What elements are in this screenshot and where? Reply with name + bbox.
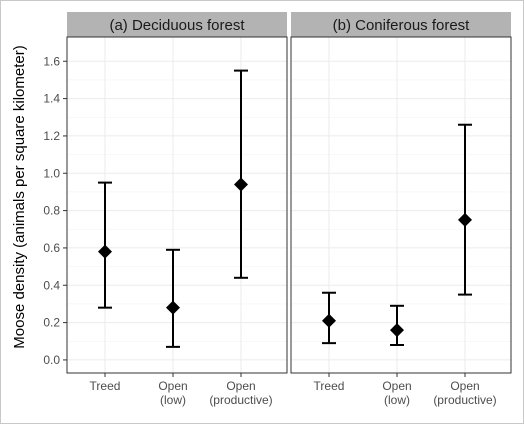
- x-tick-label: Open: [450, 379, 479, 393]
- x-tick-label: Treed: [314, 379, 345, 393]
- y-tick-label: 1.0: [43, 166, 60, 180]
- estimate-point: [458, 212, 472, 227]
- panel-border: [66, 36, 288, 374]
- estimate-point: [166, 300, 180, 315]
- x-tick-label: (productive): [433, 393, 496, 407]
- estimate-point: [98, 244, 112, 259]
- panel-background: [66, 36, 288, 374]
- x-tick-label: (low): [384, 393, 410, 407]
- x-tick-label: Open: [226, 379, 255, 393]
- y-tick-label: 0.6: [43, 241, 60, 255]
- y-tick-label: 0.0: [43, 353, 60, 367]
- estimate-point: [390, 323, 404, 338]
- facet-title: (b) Coniferous forest: [333, 17, 471, 34]
- y-tick-label: 0.8: [43, 204, 60, 218]
- y-tick-label: 1.4: [43, 92, 60, 106]
- x-tick-label: Open: [158, 379, 187, 393]
- x-tick-label: Treed: [90, 379, 121, 393]
- y-tick-label: 0.4: [43, 278, 60, 292]
- facet-strip: [291, 12, 511, 37]
- facet-title: (a) Deciduous forest: [109, 17, 245, 34]
- x-tick-label: Open: [382, 379, 411, 393]
- estimate-point: [234, 177, 248, 192]
- x-tick-label: (low): [160, 393, 186, 407]
- y-tick-label: 1.6: [43, 54, 60, 68]
- y-tick-label: 1.2: [43, 129, 60, 143]
- estimate-point: [322, 313, 336, 328]
- facet-strip: [67, 12, 287, 37]
- x-tick-label: (productive): [209, 393, 272, 407]
- y-axis-title: Moose density (animals per square kilome…: [11, 45, 28, 348]
- y-tick-label: 0.2: [43, 316, 60, 330]
- panel-border: [290, 36, 512, 374]
